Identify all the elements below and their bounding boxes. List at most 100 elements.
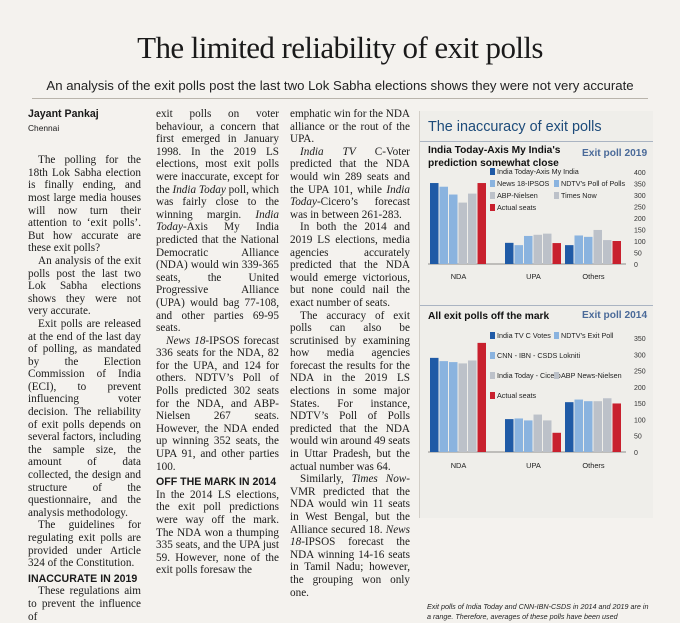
bar [552, 432, 561, 452]
bar [430, 183, 439, 264]
chart-2014-tag: Exit poll 2014 [582, 310, 648, 321]
bar [477, 342, 486, 452]
legend-label: ABP-Nielsen [497, 191, 538, 200]
y-tick-label: 250 [634, 205, 646, 212]
y-tick-label: 200 [634, 216, 646, 223]
legend-swatch [490, 168, 495, 175]
chart-divider [420, 305, 653, 306]
chart-2014: 0 50 100 150 200 250 300 350 NDA UPA Others India T… [428, 331, 646, 470]
legend-swatch [490, 192, 495, 199]
paragraph: Similarly, Times Now-VMR predicted that … [290, 473, 410, 599]
legend-swatch [554, 332, 559, 339]
infographic-title: The inaccuracy of exit polls [428, 119, 602, 135]
legend-label: India TV C Votes [497, 331, 551, 340]
legend-swatch [554, 372, 559, 379]
legend-swatch [490, 372, 495, 379]
bar [612, 241, 621, 264]
article-column-1: Jayant Pankaj Chennai The polling for th… [28, 108, 141, 623]
y-tick-label: 400 [634, 170, 646, 177]
category-label: NDA [451, 272, 467, 281]
paragraph: These regulations aim to prevent the inf… [28, 585, 141, 623]
bar [458, 202, 467, 264]
legend-label: ABP News-Nielsen [561, 371, 622, 380]
bar [552, 243, 561, 264]
y-tick-label: 150 [634, 228, 646, 235]
bar [430, 357, 439, 452]
bar [584, 236, 593, 264]
legend-swatch [490, 180, 495, 187]
bar [524, 420, 533, 452]
paragraph: emphatic win for the NDA alliance or the… [290, 108, 410, 146]
bar [593, 401, 602, 452]
footnote: Exit polls of India Today and CNN-IBN-CS… [427, 602, 649, 621]
bar [477, 183, 486, 264]
y-tick-label: 250 [634, 369, 646, 376]
bar [612, 403, 621, 452]
bar [603, 398, 612, 452]
legend-label: NDTV's Exit Poll [561, 331, 614, 340]
section-heading: OFF THE MARK IN 2014 [156, 476, 277, 489]
legend-swatch [490, 332, 495, 339]
bar [574, 235, 583, 264]
bar [565, 245, 574, 264]
y-tick-label: 350 [634, 336, 646, 343]
legend-label: Times Now [561, 191, 597, 200]
paragraph: In both the 2014 and 2019 LS elections, … [290, 221, 410, 309]
category-label: Others [582, 461, 604, 470]
chart-2019-title: India Today-Axis My India's prediction s… [428, 145, 561, 169]
bar [584, 401, 593, 452]
legend-label: Actual seats [497, 203, 537, 212]
paragraph: In the 2014 LS elections, the exit poll … [156, 488, 279, 577]
legend-label: News 18-IPSOS [497, 179, 550, 188]
y-tick-label: 200 [634, 385, 646, 392]
bar [565, 402, 574, 452]
bar [449, 362, 458, 452]
legend-label: CNN - IBN - CSDS Lokniti [497, 351, 580, 360]
bar [505, 242, 514, 264]
y-tick-label: 350 [634, 182, 646, 189]
legend-swatch [490, 352, 495, 359]
chart-2014-title: All exit polls off the mark [428, 311, 550, 322]
chart-2019-tag: Exit poll 2019 [582, 148, 648, 159]
y-tick-label: 100 [634, 417, 646, 424]
infographic-panel: The inaccuracy of exit polls India Today… [419, 111, 653, 621]
legend-label: Actual seats [497, 391, 537, 400]
bar [514, 418, 523, 452]
legend-swatch [554, 180, 559, 187]
category-label: UPA [526, 272, 541, 281]
bar [449, 194, 458, 264]
bar [593, 229, 602, 264]
legend-label: India Today - Cicero [497, 371, 561, 380]
y-tick-label: 300 [634, 193, 646, 200]
bar [543, 233, 552, 264]
category-label: Others [582, 272, 604, 281]
paragraph: The accuracy of exit polls can also be s… [290, 309, 410, 473]
infographic-divider [420, 141, 653, 142]
y-tick-label: 50 [634, 434, 642, 441]
y-tick-label: 0 [634, 450, 638, 457]
paragraph: The guidelines for regulating exit polls… [28, 519, 141, 570]
bar [458, 363, 467, 452]
bar [574, 399, 583, 452]
bar [533, 414, 542, 452]
dateline: Chennai [28, 122, 60, 133]
bar [505, 419, 514, 452]
headline: The limited reliability of exit polls [137, 30, 543, 65]
legend-label: India Today-Axis My India [497, 167, 579, 176]
y-tick-label: 50 [634, 251, 642, 258]
legend-swatch [490, 392, 495, 399]
bar [524, 235, 533, 264]
legend-swatch [554, 192, 559, 199]
paragraph: India TV C-Voter predicted that the NDA … [290, 145, 411, 221]
paragraph: An analysis of the exit polls post the l… [28, 254, 141, 318]
paragraph: Exit polls are released at the end of th… [28, 317, 141, 519]
bar [439, 186, 448, 264]
section-heading: INACCURATE IN 2019 [28, 572, 138, 585]
paragraph: exit polls on voter behaviour, a concern… [156, 108, 280, 335]
bar [543, 420, 552, 452]
paragraph: The polling for the 18th Lok Sabha elect… [28, 154, 141, 255]
category-label: UPA [526, 461, 541, 470]
header-divider [32, 98, 648, 99]
legend-swatch [490, 204, 495, 211]
legend-label: NDTV's Poll of Polls [561, 179, 625, 188]
